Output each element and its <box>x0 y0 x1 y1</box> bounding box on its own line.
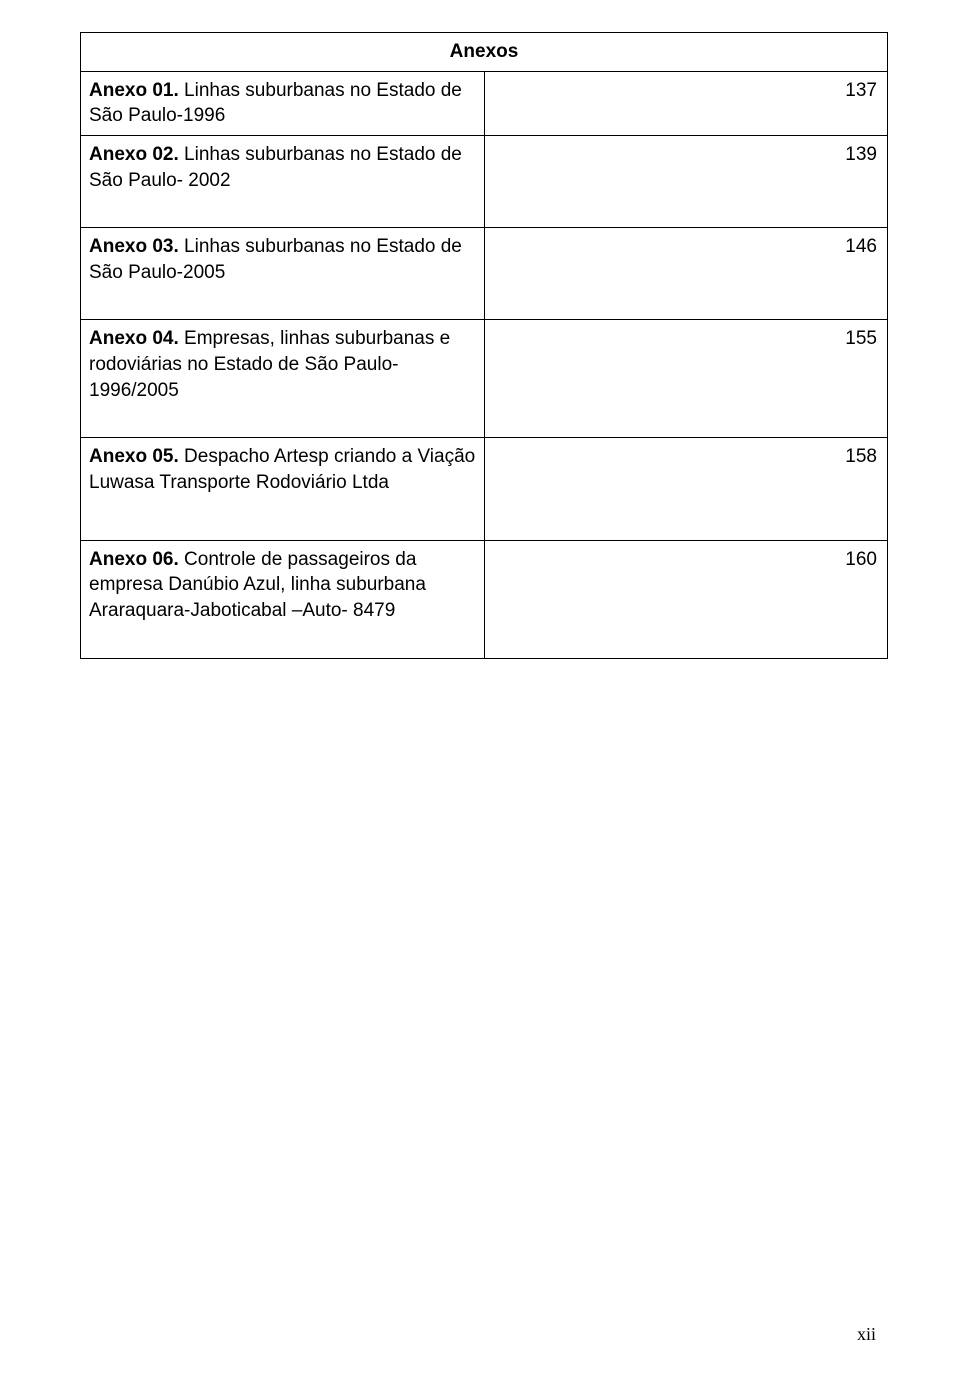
entry-page-cell: 146 <box>484 228 888 320</box>
table-header: Anexos <box>81 33 888 72</box>
entry-page-cell: 158 <box>484 438 888 540</box>
table-row: Anexo 06. Controle de passageiros da emp… <box>81 540 888 658</box>
entry-text-cell: Anexo 02. Linhas suburbanas no Estado de… <box>81 135 485 227</box>
entry-text-cell: Anexo 04. Empresas, linhas suburbanas e … <box>81 320 485 438</box>
entry-text-cell: Anexo 03. Linhas suburbanas no Estado de… <box>81 228 485 320</box>
entry-label: Anexo 06. <box>89 549 179 570</box>
page-container: Anexos Anexo 01. Linhas suburbanas no Es… <box>0 0 960 1373</box>
entry-page-cell: 155 <box>484 320 888 438</box>
entry-text-cell: Anexo 06. Controle de passageiros da emp… <box>81 540 485 658</box>
entry-label: Anexo 04. <box>89 328 179 349</box>
anexos-table: Anexos Anexo 01. Linhas suburbanas no Es… <box>80 32 888 659</box>
table-row: Anexo 02. Linhas suburbanas no Estado de… <box>81 135 888 227</box>
table-header-row: Anexos <box>81 33 888 72</box>
entry-label: Anexo 02. <box>89 144 179 165</box>
entry-text-cell: Anexo 01. Linhas suburbanas no Estado de… <box>81 71 485 135</box>
entry-page-cell: 139 <box>484 135 888 227</box>
entry-label: Anexo 03. <box>89 236 179 257</box>
entry-label: Anexo 05. <box>89 446 179 467</box>
page-number: xii <box>857 1324 876 1345</box>
table-row: Anexo 03. Linhas suburbanas no Estado de… <box>81 228 888 320</box>
entry-label: Anexo 01. <box>89 80 179 101</box>
table-row: Anexo 04. Empresas, linhas suburbanas e … <box>81 320 888 438</box>
table-row: Anexo 01. Linhas suburbanas no Estado de… <box>81 71 888 135</box>
entry-page-cell: 137 <box>484 71 888 135</box>
entry-text-cell: Anexo 05. Despacho Artesp criando a Viaç… <box>81 438 485 540</box>
table-row: Anexo 05. Despacho Artesp criando a Viaç… <box>81 438 888 540</box>
entry-page-cell: 160 <box>484 540 888 658</box>
